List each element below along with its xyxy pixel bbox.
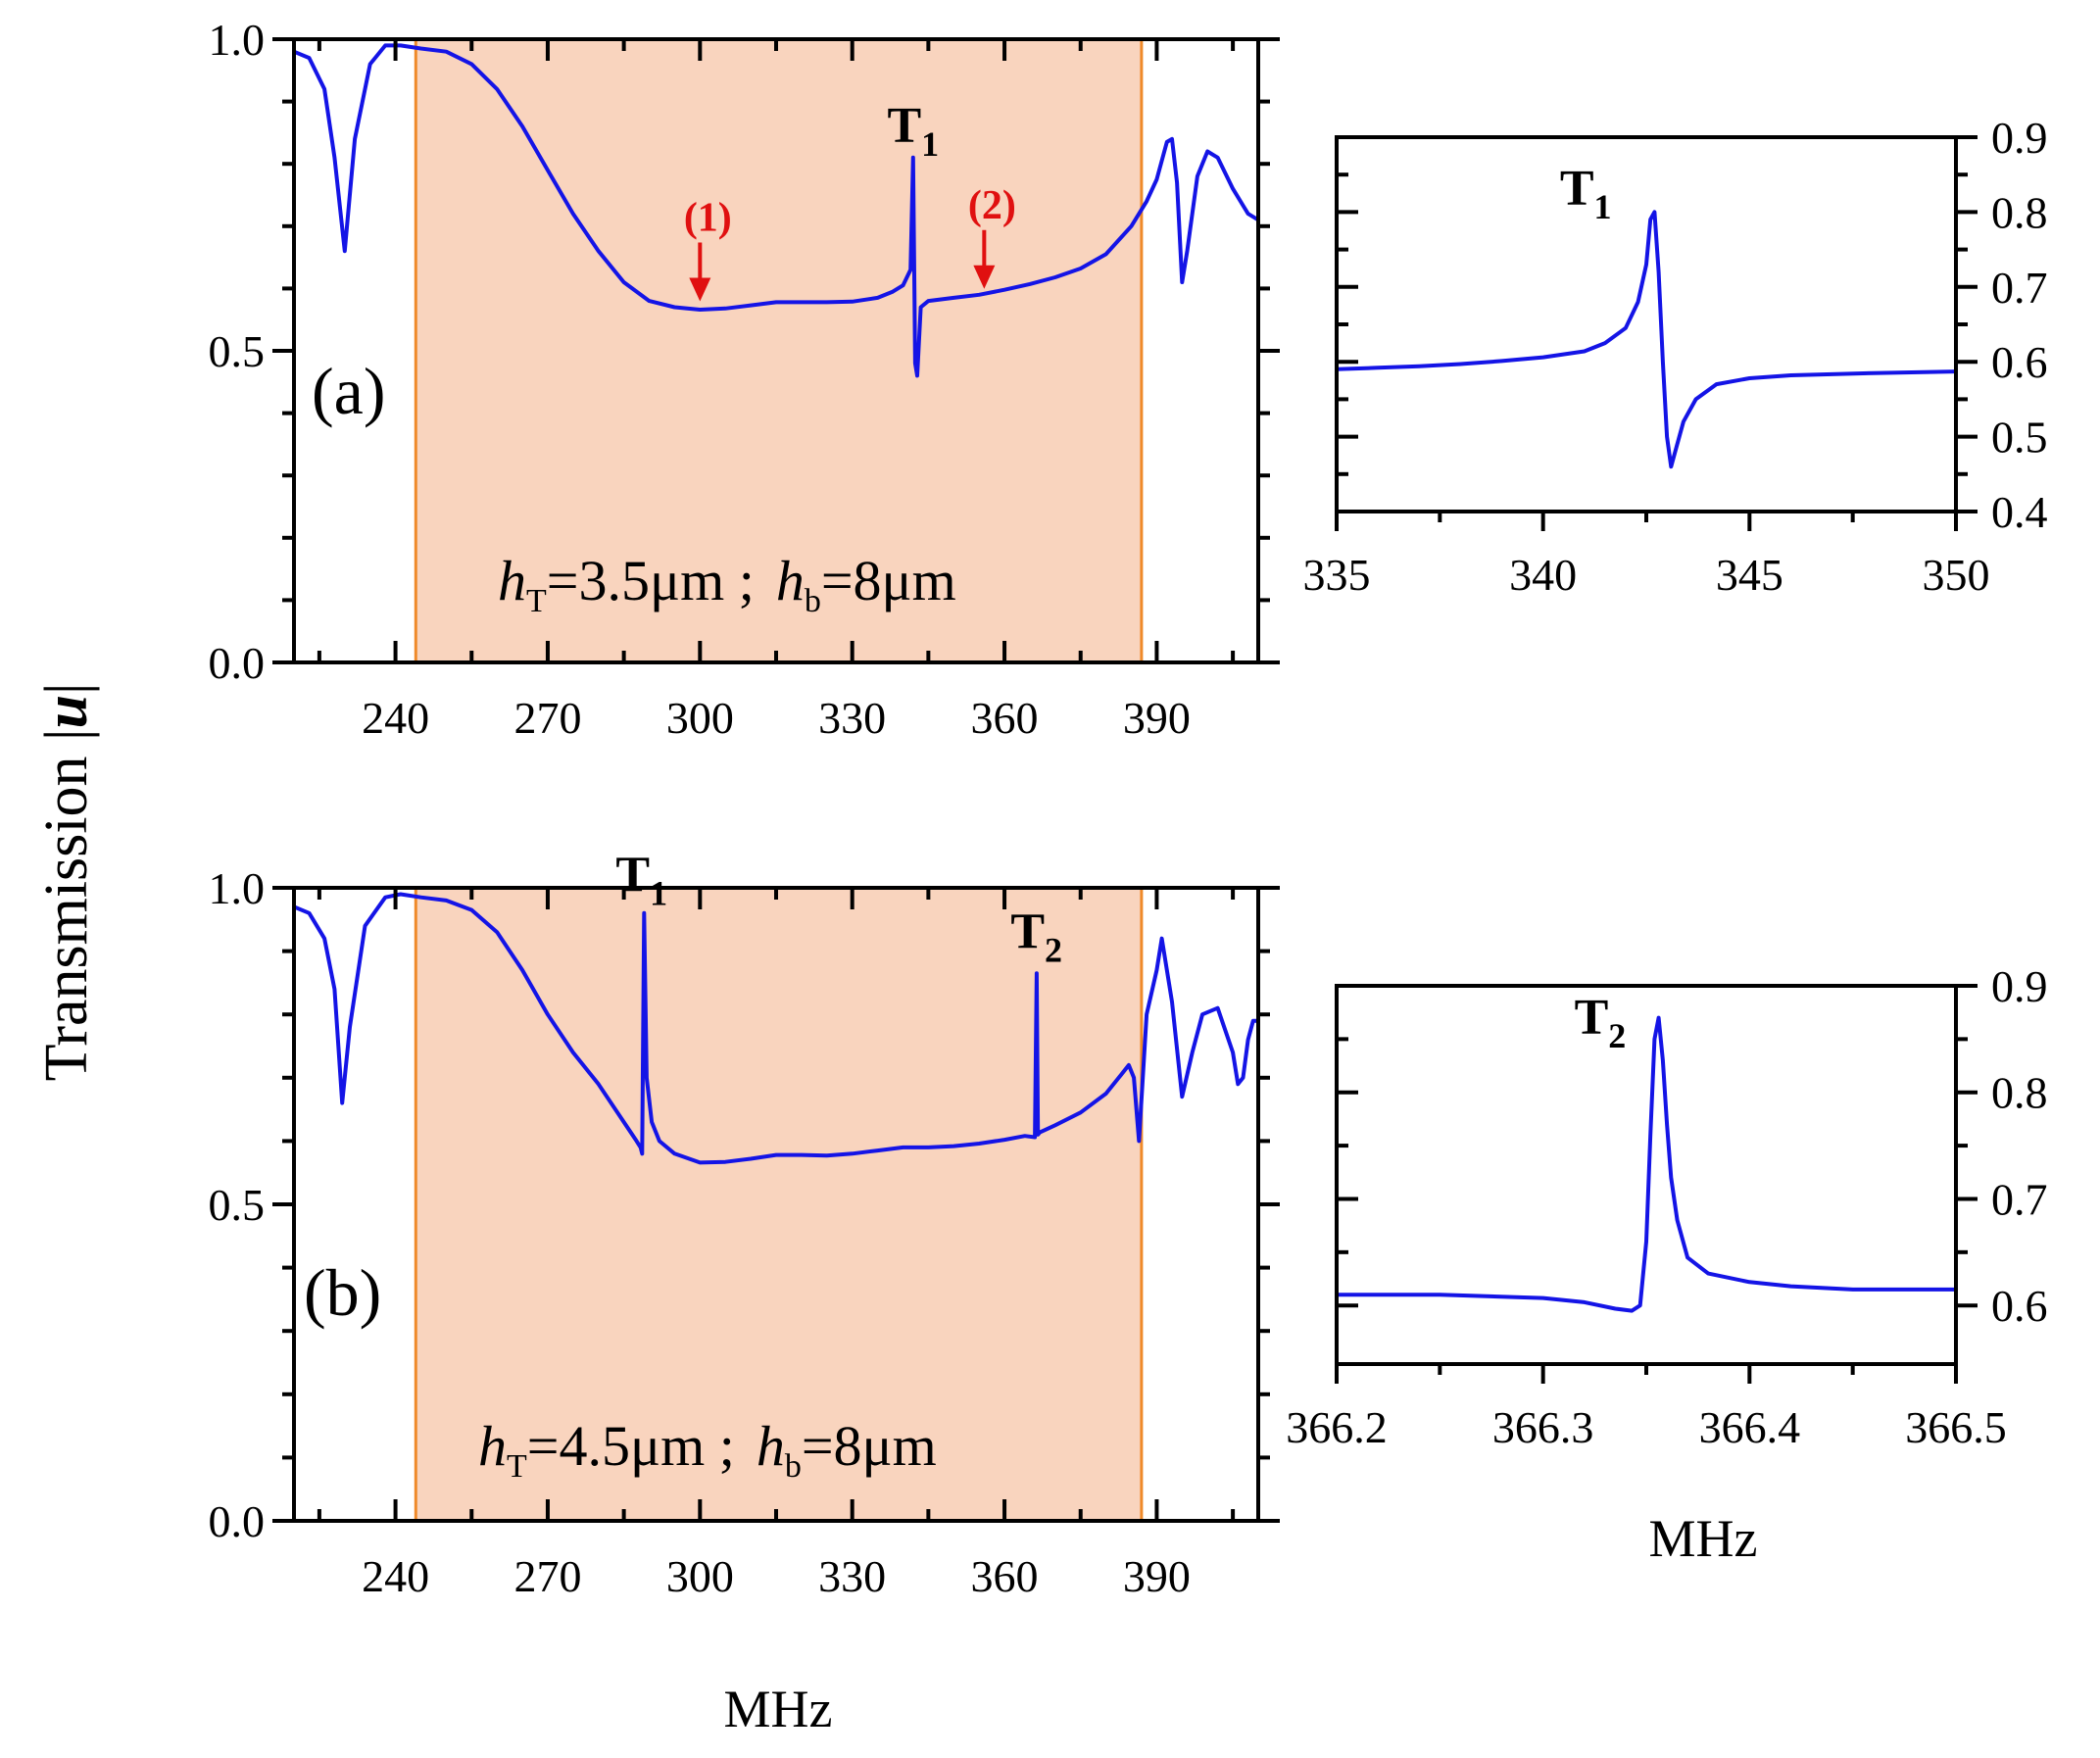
- panel-b: 240 270 300 330 360 390 0.0 0.5 1.0 (b) hT=4.5μm…: [209, 847, 1280, 1601]
- annotation-arrowhead: [973, 265, 996, 289]
- y-tick-label: 0.9: [1991, 113, 2048, 163]
- x-tick-label: 366.3: [1492, 1402, 1594, 1452]
- peak-label: T1: [1560, 161, 1612, 226]
- y-axis-title: Transmission |u|: [33, 683, 100, 1082]
- y-tick-label: 0.8: [1991, 1068, 2048, 1118]
- inset-b-x-axis-title: MHz: [1649, 1509, 1758, 1568]
- x-tick-label: 270: [513, 693, 581, 743]
- panel-a: 240 270 300 330 360 390 0.0 0.5 1.0 (a) hT=3.5μm…: [209, 15, 1280, 743]
- x-tick-label: 390: [1123, 693, 1191, 743]
- y-tick-label: 0.6: [1991, 1281, 2048, 1331]
- x-tick-label: 360: [971, 693, 1039, 743]
- x-tick-label: 330: [818, 693, 886, 743]
- x-tick-label: 350: [1923, 550, 1990, 600]
- peak-label: T2: [1010, 904, 1062, 970]
- x-tick-label: 300: [666, 1551, 734, 1601]
- y-tick-label: 1.0: [209, 863, 266, 913]
- annotation-arrowhead: [689, 277, 711, 302]
- panel-a-label: (a): [312, 354, 385, 428]
- y-tick-label: 0.0: [209, 1496, 266, 1546]
- panel-a-ticks: 240 270 300 330 360 390 0.0 0.5 1.0: [209, 15, 1280, 743]
- panel-b-peak-labels: T1 T2: [615, 847, 1062, 969]
- panel-b-annotation: hT=4.5μm ; hb=8μm: [478, 1414, 937, 1485]
- panel-a-annotation: hT=3.5μm ; hb=8μm: [498, 549, 956, 619]
- y-tick-label: 0.5: [1991, 413, 2048, 463]
- x-tick-label: 270: [513, 1551, 581, 1601]
- panel-a-inset-frame: [1335, 135, 1958, 513]
- x-tick-label: 240: [362, 1551, 429, 1601]
- x-tick-label: 330: [818, 1551, 886, 1601]
- annotation-arrow-label: (1): [684, 195, 732, 240]
- y-tick-label: 0.7: [1991, 1174, 2048, 1224]
- y-tick-label: 0.7: [1991, 263, 2048, 313]
- y-tick-label: 0.4: [1991, 487, 2048, 537]
- y-tick-label: 0.6: [1991, 337, 2048, 387]
- panel-b-curve: [293, 892, 1258, 1165]
- panel-b-inset-peak-labels: T2: [1575, 990, 1627, 1055]
- y-tick-label: 0.5: [209, 1180, 266, 1230]
- x-tick-label: 335: [1303, 550, 1371, 600]
- panel-b-inset-frame: [1335, 984, 1958, 1366]
- x-tick-label: 366.2: [1286, 1402, 1388, 1452]
- panel-a-curve: [293, 43, 1260, 378]
- x-tick-label: 300: [666, 693, 734, 743]
- y-axis-title-symbol: u: [33, 695, 100, 728]
- x-tick-label: 340: [1509, 550, 1577, 600]
- panel-a-inset-curve: [1336, 210, 1957, 469]
- panel-b-inset-curve: [1337, 1015, 1956, 1313]
- y-tick-label: 0.8: [1991, 187, 2048, 237]
- panel-a-inset-peak-labels: T1: [1560, 161, 1612, 226]
- panel-a-shaded-band: [414, 37, 1144, 664]
- x-tick-label: 366.5: [1905, 1402, 2007, 1452]
- y-tick-label: 0.9: [1991, 961, 2048, 1011]
- y-tick-label: 1.0: [209, 15, 266, 65]
- x-tick-label: 240: [362, 693, 429, 743]
- panel-b-inset-ticks: 366.2 366.3 366.4 366.5 0.6 0.7 0.8 0.9: [1286, 961, 2047, 1452]
- peak-label: T1: [615, 847, 667, 912]
- x-tick-label: 345: [1716, 550, 1783, 600]
- panel-a-peak-labels: T1: [887, 98, 939, 164]
- x-tick-label: 360: [971, 1551, 1039, 1601]
- y-tick-label: 0.5: [209, 326, 266, 376]
- peak-label: T1: [887, 98, 939, 164]
- panel-b-ticks: 240 270 300 330 360 390 0.0 0.5 1.0: [209, 863, 1280, 1601]
- panel-a-arrows: (1) (2): [684, 183, 1016, 302]
- x-axis-title: MHz: [724, 1680, 833, 1738]
- peak-label: T2: [1575, 990, 1627, 1055]
- x-tick-label: 366.4: [1699, 1402, 1801, 1452]
- panel-b-label: (b): [304, 1255, 381, 1330]
- x-tick-label: 390: [1123, 1551, 1191, 1601]
- annotation-arrow-label: (2): [968, 183, 1016, 228]
- y-tick-label: 0.0: [209, 638, 266, 688]
- panel-b-inset: 366.2 366.3 366.4 366.5 0.6 0.7 0.8 0.9 T2: [1286, 961, 2047, 1452]
